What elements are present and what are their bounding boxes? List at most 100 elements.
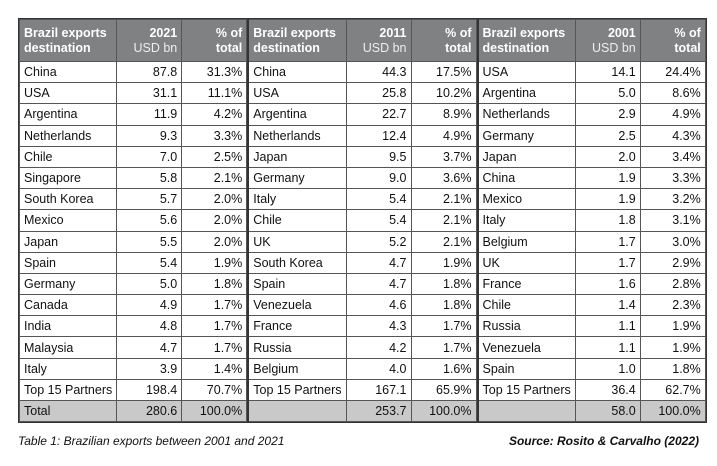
data-row: Spain 4.7 1.8% <box>247 272 477 296</box>
destination: Top 15 Partners <box>477 378 576 402</box>
destination: Italy <box>247 188 347 211</box>
share: 3.0% <box>639 230 706 253</box>
destination: Venezuela <box>477 336 576 359</box>
share: 2.5% <box>181 145 248 168</box>
data-row: Japan 2.0 3.4% <box>477 145 706 168</box>
share: 3.3% <box>639 166 706 190</box>
data-row: Italy 5.4 2.1% <box>247 188 477 211</box>
header-destination: Brazil exports destination <box>18 19 118 62</box>
value: 9.0 <box>345 166 412 190</box>
share: 2.8% <box>639 272 706 296</box>
destination: USA <box>247 82 347 105</box>
share: 4.9% <box>410 124 477 147</box>
data-row: Argentina 22.7 8.9% <box>247 103 477 126</box>
destination: Chile <box>247 209 347 232</box>
data-row: Canada 4.9 1.7% <box>18 294 248 317</box>
value: 1.1 <box>574 336 641 359</box>
data-row: Germany 2.5 4.3% <box>477 124 706 147</box>
data-row: USA 14.1 24.4% <box>477 60 706 84</box>
share: 11.1% <box>181 82 248 105</box>
total-share: 100.0% <box>410 399 477 423</box>
destination: Chile <box>477 294 576 317</box>
data-row: China 1.9 3.3% <box>477 166 706 190</box>
share: 3.3% <box>181 124 248 147</box>
header-share: % of total <box>181 19 248 62</box>
share: 2.3% <box>639 294 706 317</box>
destination: Top 15 Partners <box>18 378 118 402</box>
value: 1.7 <box>574 230 641 253</box>
share: 2.0% <box>181 209 248 232</box>
value: 44.3 <box>345 60 412 84</box>
share: 17.5% <box>410 60 477 84</box>
destination: France <box>247 315 347 338</box>
data-row: Spain 1.0 1.8% <box>477 357 706 380</box>
data-row: India 4.8 1.7% <box>18 315 248 338</box>
share: 1.9% <box>639 336 706 359</box>
header-unit: USD bn <box>591 40 636 55</box>
destination: Netherlands <box>477 103 576 126</box>
share: 1.7% <box>410 315 477 338</box>
data-row: Spain 5.4 1.9% <box>18 251 248 274</box>
total-value: 253.7 <box>345 399 412 423</box>
share: 10.2% <box>410 82 477 105</box>
header-destination: Brazil exports destination <box>247 19 347 62</box>
destination: Japan <box>477 145 576 168</box>
data-row: Belgium 1.7 3.0% <box>477 230 706 253</box>
value: 3.9 <box>116 357 183 380</box>
destination: Italy <box>18 357 118 380</box>
data-row: UK 5.2 2.1% <box>247 230 477 253</box>
value: 4.2 <box>345 336 412 359</box>
data-row: UK 1.7 2.9% <box>477 251 706 274</box>
destination: Germany <box>18 272 118 296</box>
destination: UK <box>247 230 347 253</box>
value: 5.5 <box>116 230 183 253</box>
share: 1.9% <box>410 251 477 274</box>
data-row: Japan 5.5 2.0% <box>18 230 248 253</box>
share: 3.4% <box>639 145 706 168</box>
total-label <box>247 399 347 423</box>
value: 167.1 <box>345 378 412 402</box>
value: 11.9 <box>116 103 183 126</box>
total-value: 58.0 <box>574 399 641 423</box>
total-value: 280.6 <box>116 399 183 423</box>
header-year: 2001 USD bn <box>574 19 641 62</box>
value: 4.9 <box>116 294 183 317</box>
destination: Russia <box>477 315 576 338</box>
caption: Table 1: Brazilian exports between 2001 … <box>18 434 285 448</box>
destination: Italy <box>477 209 576 232</box>
value: 5.0 <box>574 82 641 105</box>
destination: Argentina <box>477 82 576 105</box>
share: 1.9% <box>639 315 706 338</box>
value: 22.7 <box>345 103 412 126</box>
header-year-label: 2021 <box>149 25 178 40</box>
value: 5.8 <box>116 166 183 190</box>
data-row: Argentina 11.9 4.2% <box>18 103 248 126</box>
value: 5.7 <box>116 188 183 211</box>
data-row: Argentina 5.0 8.6% <box>477 82 706 105</box>
destination: Spain <box>18 251 118 274</box>
share: 24.4% <box>639 60 706 84</box>
source: Source: Rosito & Carvalho (2022) <box>508 434 699 448</box>
value: 7.0 <box>116 145 183 168</box>
value: 2.9 <box>574 103 641 126</box>
value: 4.8 <box>116 315 183 338</box>
share: 62.7% <box>639 378 706 402</box>
data-row: Chile 1.4 2.3% <box>477 294 706 317</box>
value: 1.6 <box>574 272 641 296</box>
value: 87.8 <box>116 60 183 84</box>
value: 5.6 <box>116 209 183 232</box>
share: 2.9% <box>639 251 706 274</box>
data-row: China 87.8 31.3% <box>18 60 248 84</box>
share: 1.9% <box>181 251 248 274</box>
data-row: Venezuela 4.6 1.8% <box>247 294 477 317</box>
data-row: USA 31.1 11.1% <box>18 82 248 105</box>
value: 4.0 <box>345 357 412 380</box>
value: 1.8 <box>574 209 641 232</box>
data-row: Singapore 5.8 2.1% <box>18 166 248 190</box>
destination: Japan <box>18 230 118 253</box>
share: 65.9% <box>410 378 477 402</box>
data-row: South Korea 4.7 1.9% <box>247 251 477 274</box>
destination: Mexico <box>18 209 118 232</box>
data-row: Netherlands 9.3 3.3% <box>18 124 248 147</box>
